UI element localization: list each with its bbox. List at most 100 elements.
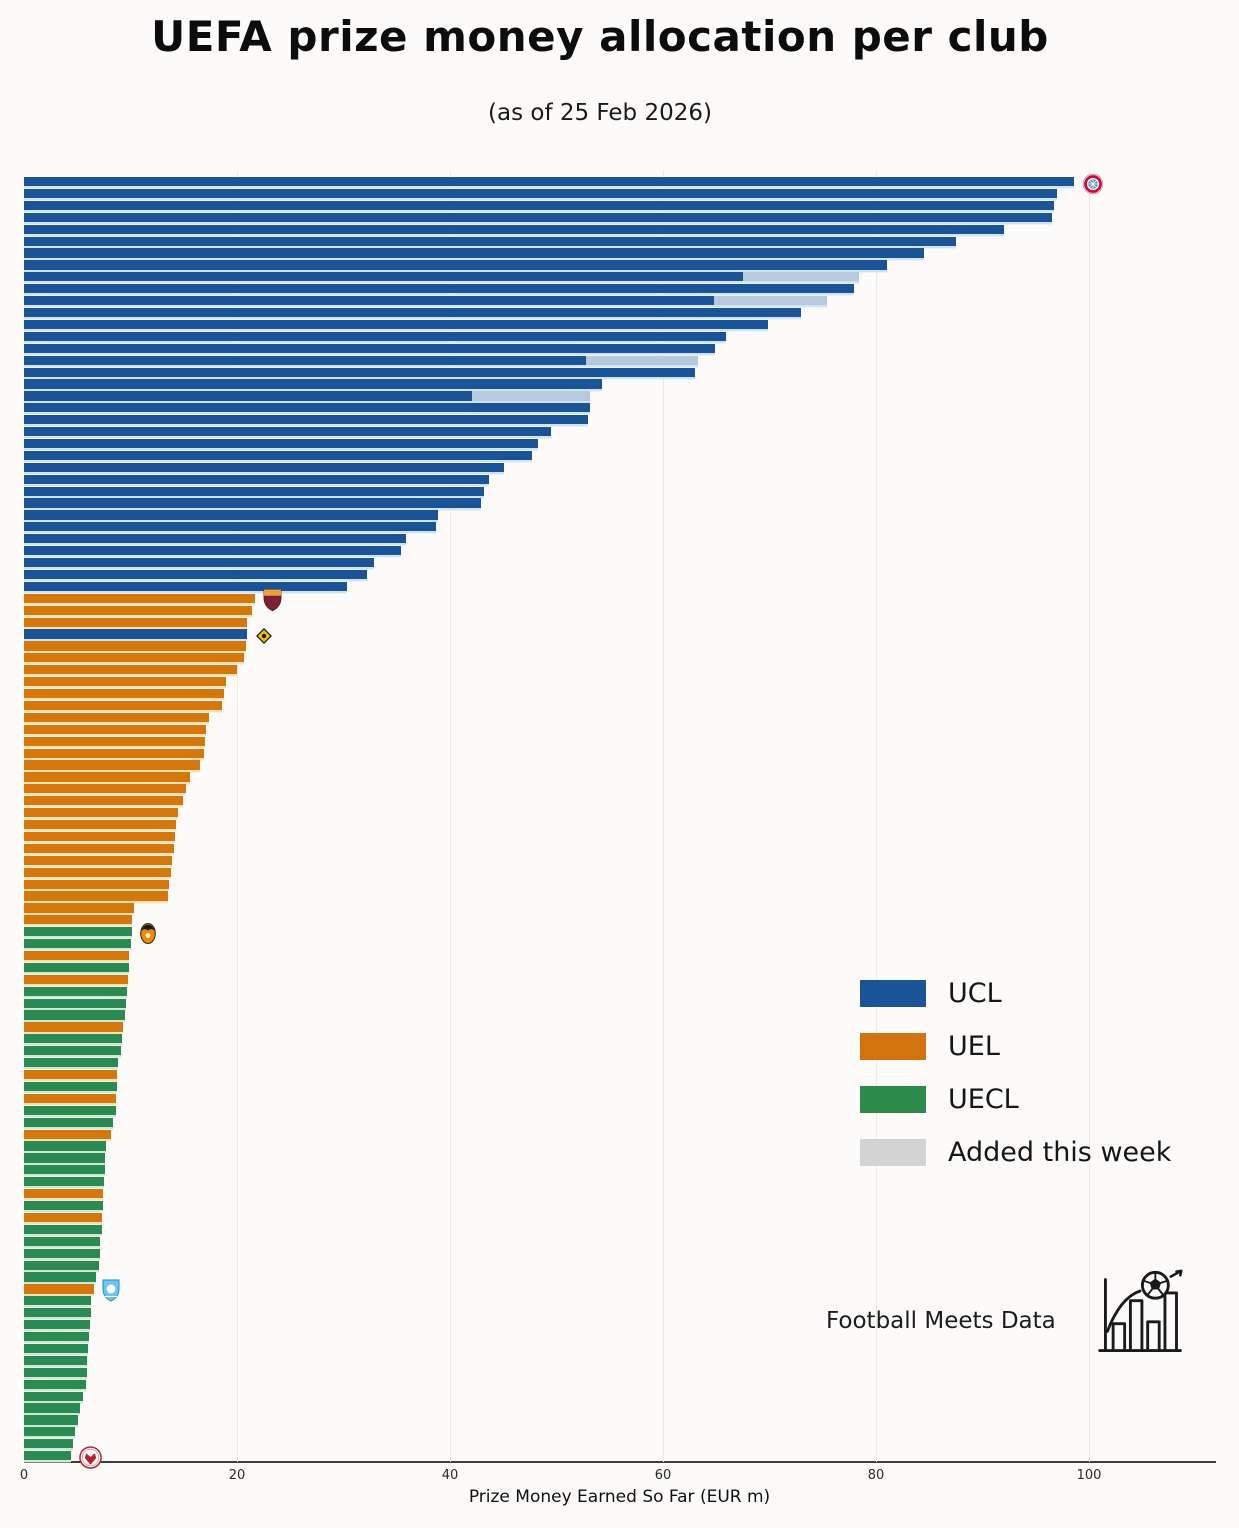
- bar-row-uel: [24, 760, 200, 770]
- bar-segment: [24, 1343, 88, 1354]
- bar-row-uecl: [24, 1224, 102, 1235]
- bar-row-uecl: [24, 1439, 73, 1449]
- gridline: [663, 170, 664, 1462]
- bar-row-ucl: [24, 534, 407, 544]
- bar-segment: [24, 307, 802, 318]
- red-white-crest-icon: [79, 1446, 102, 1469]
- bar-row-uel: [24, 617, 247, 628]
- bar-segment: [24, 248, 924, 258]
- bar-row-uecl: [24, 998, 127, 1009]
- bar-row-uel: [24, 772, 191, 782]
- bar-segment: [24, 1296, 92, 1306]
- bar-row-uel: [24, 700, 223, 711]
- bar-segment: [24, 724, 207, 734]
- shakhtar-crest-icon: [139, 923, 156, 945]
- bar-row-uecl: [24, 1081, 117, 1092]
- bar-segment: [24, 474, 490, 484]
- added-this-week-segment: [714, 296, 827, 306]
- bar-row-uecl: [24, 1105, 116, 1116]
- legend-row-added: Added this week: [860, 1137, 1172, 1168]
- bar-row-ucl: [24, 355, 699, 366]
- bar-segment: [24, 1427, 76, 1437]
- bar-segment: [24, 1117, 114, 1127]
- bar-segment: [24, 296, 715, 306]
- bar-segment: [24, 1367, 87, 1377]
- bar-row-uel: [24, 736, 206, 747]
- bar-segment: [24, 712, 210, 722]
- bar-segment: [24, 998, 127, 1008]
- x-axis-title: Prize Money Earned So Far (EUR m): [468, 1487, 771, 1507]
- legend-label-added: Added this week: [948, 1137, 1172, 1168]
- bar-segment: [24, 1212, 102, 1223]
- bar-row-uel: [24, 867, 171, 878]
- uel-swatch: [860, 1033, 926, 1060]
- bar-segment: [24, 1379, 86, 1389]
- bar-segment: [24, 855, 173, 865]
- legend-label-ucl: UCL: [948, 978, 1002, 1009]
- bar-row-uel: [24, 784, 186, 794]
- bar-row-ucl: [24, 272, 859, 282]
- bar-row-uel: [24, 974, 129, 985]
- bar-row-ucl: [24, 450, 532, 461]
- legend-label-uecl: UECL: [948, 1084, 1019, 1115]
- bar-row-ucl: [24, 224, 1004, 235]
- added-this-week-segment: [586, 355, 699, 365]
- bar-row-uel: [24, 796, 183, 806]
- added-this-week-swatch: [860, 1139, 926, 1166]
- bar-row-ucl: [24, 319, 769, 330]
- bar-row-ucl: [24, 629, 247, 639]
- x-tick-label: 20: [228, 1468, 246, 1483]
- bar-segment: [24, 903, 134, 913]
- bar-segment: [24, 808, 179, 818]
- bar-segment: [24, 1165, 105, 1175]
- bar-segment: [24, 1081, 117, 1092]
- bar-segment: [24, 188, 1058, 199]
- bar-segment: [24, 212, 1052, 222]
- bar-row-uel: [24, 1284, 95, 1294]
- bar-row-ucl: [24, 462, 505, 473]
- bar-segment: [24, 1331, 89, 1342]
- bar-row-uecl: [24, 1010, 126, 1020]
- bar-row-ucl: [24, 331, 726, 342]
- bar-segment: [24, 629, 247, 639]
- bar-segment: [24, 986, 128, 996]
- bar-row-uecl: [24, 1391, 83, 1402]
- bar-segment: [24, 319, 769, 330]
- bar-segment: [24, 486, 485, 496]
- bar-segment: [24, 260, 887, 270]
- bar-row-uecl: [24, 1415, 79, 1425]
- bar-row-uecl: [24, 1308, 92, 1318]
- bar-segment: [24, 1189, 103, 1199]
- bar-segment: [24, 1201, 103, 1211]
- bar-row-uel: [24, 665, 237, 675]
- bar-segment: [24, 1177, 104, 1187]
- bar-segment: [24, 1141, 106, 1151]
- bar-row-uel: [24, 748, 204, 759]
- bar-row-uecl: [24, 1296, 92, 1306]
- bar-row-uel: [24, 879, 169, 890]
- bar-chart-football-arrow-icon: [1092, 1268, 1188, 1364]
- bar-row-ucl: [24, 474, 490, 485]
- bar-segment: [24, 927, 132, 937]
- bayern-crest-icon: [1082, 173, 1104, 195]
- bar-row-uel: [24, 819, 177, 830]
- bar-row-uecl: [24, 1248, 100, 1259]
- bar-row-uecl: [24, 1034, 122, 1044]
- bar-row-uel: [24, 855, 173, 866]
- bar-segment: [24, 1320, 91, 1330]
- bar-segment: [24, 581, 347, 592]
- bar-segment: [24, 1355, 87, 1365]
- bar-segment: [24, 1224, 102, 1234]
- bar-segment: [24, 1403, 81, 1413]
- bar-row-uecl: [24, 1201, 103, 1211]
- bar-row-uecl: [24, 1153, 105, 1163]
- legend-label-uel: UEL: [948, 1031, 1000, 1062]
- bar-segment: [24, 1284, 95, 1294]
- bar-row-ucl: [24, 343, 716, 354]
- bar-row-uel: [24, 903, 134, 913]
- bar-row-uel: [24, 891, 168, 901]
- bar-row-uel: [24, 724, 207, 735]
- bar-row-uecl: [24, 1427, 76, 1437]
- bar-row-uecl: [24, 1379, 86, 1390]
- bar-row-uel: [24, 1093, 116, 1104]
